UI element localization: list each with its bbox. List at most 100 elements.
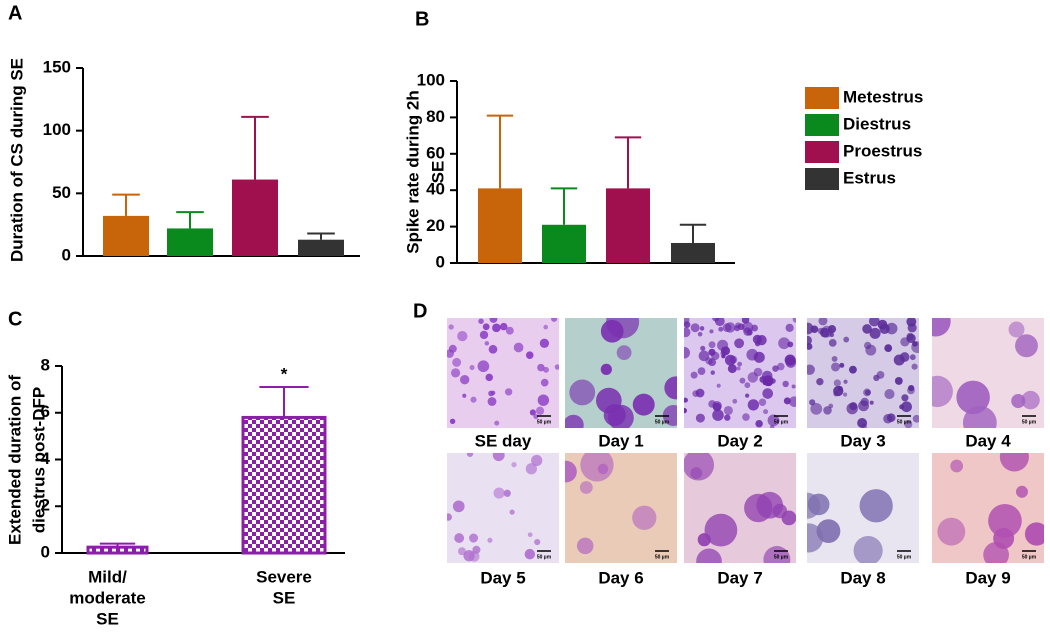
- legend-label: Proestrus: [843, 141, 922, 160]
- cell: [735, 322, 742, 329]
- y-axis-label: SE: [428, 161, 447, 184]
- cell: [616, 345, 632, 361]
- cell: [753, 367, 763, 377]
- cell: [758, 398, 767, 406]
- cell: [551, 318, 558, 322]
- cell: [600, 363, 612, 375]
- micrograph-bg: [447, 453, 559, 563]
- y-tick-label: 80: [426, 107, 445, 126]
- cell: [729, 355, 738, 364]
- x-tick-label: Mild/: [88, 567, 127, 586]
- cell: [734, 338, 745, 349]
- legend-swatch: [805, 87, 839, 109]
- cell: [705, 357, 713, 365]
- cell: [770, 424, 775, 428]
- cell: [499, 322, 508, 331]
- cell: [739, 377, 746, 384]
- cell: [692, 390, 700, 397]
- cell: [744, 493, 773, 523]
- cell: [690, 323, 700, 333]
- y-tick-label: 100: [43, 120, 71, 139]
- cell: [704, 513, 738, 547]
- cell: [463, 550, 475, 562]
- cell: [893, 354, 905, 366]
- cell: [684, 453, 715, 481]
- cell: [580, 453, 614, 482]
- cell: [513, 342, 524, 353]
- cell: [807, 335, 813, 346]
- cell: [858, 400, 869, 412]
- cell: [487, 537, 493, 543]
- cell: [469, 364, 475, 371]
- cell: [810, 402, 823, 415]
- cell: [470, 396, 477, 403]
- image-label: Day 3: [840, 431, 885, 450]
- cell: [535, 406, 545, 415]
- cell: [782, 380, 789, 388]
- y-tick-label: 150: [43, 57, 71, 76]
- cell: [776, 362, 785, 371]
- cell: [763, 409, 769, 415]
- cell: [579, 481, 593, 494]
- cell: [907, 323, 917, 333]
- cell: [695, 413, 705, 423]
- cell: [827, 325, 837, 334]
- cell: [837, 386, 843, 392]
- cell: [753, 351, 765, 363]
- cell: [788, 396, 796, 407]
- cell: [716, 383, 721, 388]
- cell: [448, 344, 457, 353]
- cell: [846, 402, 858, 415]
- y-tick-label: 40: [426, 180, 445, 199]
- cell: [452, 500, 465, 513]
- scale-bar-label: 50 µm: [897, 554, 912, 560]
- cell: [727, 364, 737, 374]
- cell: [912, 341, 918, 347]
- cell: [554, 364, 559, 370]
- cell: [833, 391, 839, 397]
- panel-letter: D: [413, 300, 427, 322]
- cell: [712, 409, 724, 421]
- cell: [792, 318, 796, 323]
- cell: [869, 400, 874, 405]
- annotation: *: [281, 365, 288, 384]
- cell: [843, 336, 850, 343]
- legend-label: Metestrus: [843, 87, 923, 106]
- cell: [718, 326, 724, 332]
- cell: [828, 339, 837, 347]
- x-tick-label: SE: [96, 609, 119, 628]
- cell: [988, 504, 1022, 538]
- cell: [831, 355, 838, 362]
- cell: [752, 334, 762, 344]
- cell: [807, 493, 830, 516]
- cell: [503, 489, 511, 497]
- cell: [479, 330, 489, 340]
- cell: [524, 548, 536, 560]
- cell: [525, 351, 534, 359]
- micrograph: [684, 453, 796, 563]
- cell: [861, 423, 867, 428]
- cell: [708, 341, 716, 349]
- cell: [883, 414, 893, 424]
- cell: [697, 533, 711, 547]
- cell: [869, 327, 881, 339]
- scale-bar-label: 50 µm: [897, 419, 912, 425]
- cell: [877, 319, 888, 330]
- cell: [742, 413, 750, 421]
- cell: [722, 323, 732, 333]
- cell: [709, 329, 714, 334]
- cell: [884, 344, 893, 352]
- cell: [962, 405, 997, 428]
- cell: [697, 331, 703, 337]
- cell: [853, 536, 883, 563]
- cell: [527, 532, 533, 538]
- cell: [912, 414, 919, 423]
- scale-bar-label: 50 µm: [774, 554, 789, 560]
- cell: [531, 454, 543, 467]
- cell: [911, 363, 918, 370]
- cell: [457, 547, 466, 556]
- cell: [493, 487, 505, 499]
- cell: [764, 378, 773, 387]
- cell: [909, 354, 916, 361]
- bar: [103, 215, 149, 256]
